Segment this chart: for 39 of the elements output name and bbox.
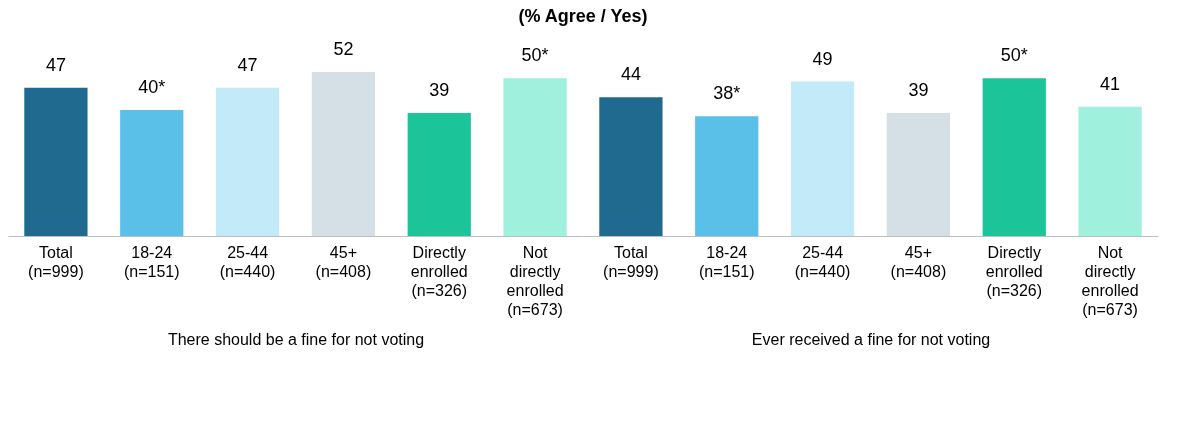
x-tick-label: 18-24 (n=151) [123, 243, 180, 280]
x-tick-label: 25-44 (n=440) [219, 243, 276, 280]
bar [503, 78, 567, 236]
bar [1078, 106, 1142, 236]
bar [695, 116, 759, 236]
x-axis-title: Ever received a fine for not voting [751, 330, 991, 348]
x-tick-label: Directly enrolled (n=326) [410, 243, 468, 299]
data-label: 44 [620, 64, 641, 85]
bar [886, 113, 951, 236]
bar [215, 87, 280, 236]
chart-title: (% Agree / Yes) [518, 6, 648, 26]
x-axis-title: There should be a fine for not voting [167, 330, 425, 348]
x-tick-label: Not directly enrolled (n=673) [506, 243, 564, 318]
data-label: 50* [521, 45, 549, 66]
bar [311, 72, 376, 236]
data-label: 40* [138, 76, 166, 97]
x-tick-label: 45+ (n=408) [315, 243, 372, 280]
x-tick-label: 25-44 (n=440) [794, 243, 851, 280]
x-tick-label: Total (n=999) [603, 243, 659, 280]
x-tick-label: 18-24 (n=151) [698, 243, 755, 280]
data-label: 39 [908, 80, 929, 101]
data-label: 49 [812, 48, 833, 69]
data-label: 38* [713, 83, 741, 104]
bar [120, 109, 184, 236]
x-tick-label: Directly enrolled (n=326) [985, 243, 1043, 299]
data-label: 47 [45, 54, 66, 75]
data-label: 41 [1100, 73, 1121, 94]
bar [790, 81, 855, 236]
bar [982, 78, 1046, 236]
data-label: 52 [333, 39, 354, 60]
data-label: 47 [237, 54, 258, 75]
bar [24, 87, 88, 236]
bar [407, 113, 471, 236]
bar [599, 97, 663, 236]
data-label: 39 [429, 80, 450, 101]
x-tick-label: Total (n=999) [28, 243, 84, 280]
x-tick-label: Not directly enrolled (n=673) [1081, 243, 1139, 318]
data-label: 50* [1000, 45, 1028, 66]
x-tick-label: 45+ (n=408) [890, 243, 947, 280]
